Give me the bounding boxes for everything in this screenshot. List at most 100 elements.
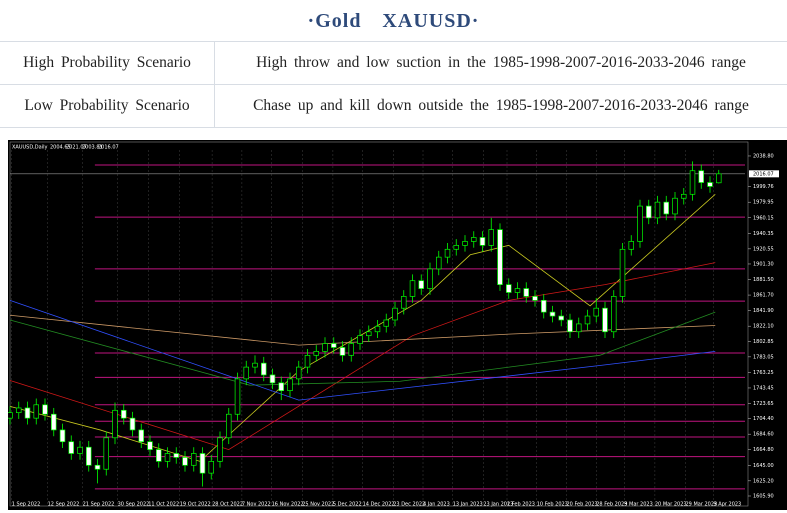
candle — [575, 317, 582, 339]
candle — [584, 309, 591, 331]
y-tick-label: 1664.80 — [753, 447, 774, 453]
candle-body — [383, 319, 390, 327]
candle — [331, 337, 337, 354]
candle-body — [182, 457, 188, 466]
x-tick-label: 19 Oct 2022 — [180, 502, 211, 508]
candle — [156, 443, 162, 468]
table-row: Low Probability Scenario Chase up and kil… — [0, 84, 787, 128]
indicator-line — [9, 299, 716, 401]
candle — [374, 319, 381, 339]
candle — [540, 294, 547, 319]
x-tick-label: 5 Dec 2022 — [333, 502, 362, 508]
candle — [243, 360, 250, 386]
scenario-table: High Probability Scenario High throw and … — [0, 41, 787, 128]
plot-frame — [9, 141, 749, 507]
x-tick-label: 1 Feb 2023 — [507, 502, 535, 508]
x-tick-label: 25 Nov 2022 — [302, 502, 334, 508]
y-tick-label: 1645.00 — [753, 463, 774, 469]
candle — [672, 191, 678, 221]
y-tick-label: 1841.90 — [753, 308, 774, 314]
candle-body — [444, 248, 451, 258]
candle-body — [156, 449, 162, 462]
y-tick-label: 1822.10 — [753, 324, 774, 330]
candle-body — [357, 335, 363, 344]
x-tick-label: 7 Nov 2022 — [242, 502, 271, 508]
ohlc-value: 2021.07 — [66, 145, 87, 151]
candle — [532, 290, 538, 307]
y-tick-label: 2038.80 — [753, 153, 774, 159]
candle-body — [147, 441, 153, 450]
candle — [602, 301, 608, 339]
y-tick-label: 1802.85 — [753, 339, 774, 345]
candle-body — [8, 412, 13, 419]
candle — [164, 447, 171, 468]
x-tick-label: 9 Apr 2023 — [714, 502, 742, 508]
y-tick-label: 1704.40 — [753, 416, 774, 422]
candle — [357, 329, 363, 350]
candle-body — [217, 437, 223, 462]
x-tick-label: 23 Dec 2022 — [393, 502, 425, 508]
candle-body — [619, 248, 626, 297]
y-tick-label: 1763.25 — [753, 370, 774, 376]
candle-body — [523, 288, 529, 297]
candle-body — [462, 241, 468, 246]
candle — [366, 325, 372, 342]
candle-body — [436, 256, 442, 270]
candle — [322, 337, 328, 358]
candle — [199, 447, 206, 487]
candle-body — [453, 245, 460, 250]
candle — [103, 431, 109, 476]
candle — [33, 398, 40, 425]
candle-body — [645, 205, 652, 219]
candle-body — [16, 407, 22, 414]
candle — [129, 411, 136, 437]
candle — [226, 407, 232, 445]
candle-body — [602, 307, 608, 333]
x-tick-label: 21 Sep 2022 — [83, 502, 115, 508]
candle — [138, 423, 145, 449]
candle — [313, 345, 320, 362]
candle — [488, 217, 495, 252]
candle-body — [199, 453, 206, 474]
candle — [497, 223, 503, 291]
candle-body — [471, 237, 477, 242]
candle — [112, 402, 118, 445]
x-tick-label: 14 Dec 2022 — [363, 502, 395, 508]
ohlc-value: 2003.81 — [82, 145, 103, 151]
table-cell: Low Probability Scenario — [0, 84, 215, 128]
price-label: 2016.07 — [753, 171, 774, 177]
candle — [208, 455, 215, 480]
candle — [68, 435, 74, 460]
candle — [453, 239, 460, 256]
candle — [261, 356, 267, 382]
candle — [628, 235, 634, 256]
candle — [567, 313, 573, 339]
candle — [427, 262, 433, 295]
candle — [59, 423, 66, 449]
candle-body — [164, 453, 171, 462]
candle-body — [540, 299, 547, 313]
candle — [147, 435, 153, 456]
candle-body — [689, 170, 696, 195]
candle-body — [698, 170, 704, 183]
y-tick-label: 1723.65 — [753, 401, 774, 407]
candle-body — [506, 284, 512, 293]
candle — [8, 406, 13, 425]
candle — [85, 440, 92, 472]
candle — [16, 401, 22, 419]
candle — [278, 376, 285, 401]
x-tick-label: 10 Feb 2023 — [537, 502, 568, 508]
y-tick-label: 1684.60 — [753, 432, 774, 438]
x-tick-label: 4 Jan 2023 — [423, 502, 450, 508]
candle-body — [610, 296, 617, 333]
candle-body — [497, 229, 503, 285]
candle-body — [138, 429, 145, 443]
candle-body — [488, 229, 495, 246]
candle-body — [77, 446, 83, 454]
candle-body — [103, 437, 109, 470]
candle — [593, 297, 599, 323]
candle — [287, 372, 293, 397]
y-tick-label: 1960.15 — [753, 215, 774, 221]
table-row: High Probability Scenario High throw and … — [0, 41, 787, 85]
